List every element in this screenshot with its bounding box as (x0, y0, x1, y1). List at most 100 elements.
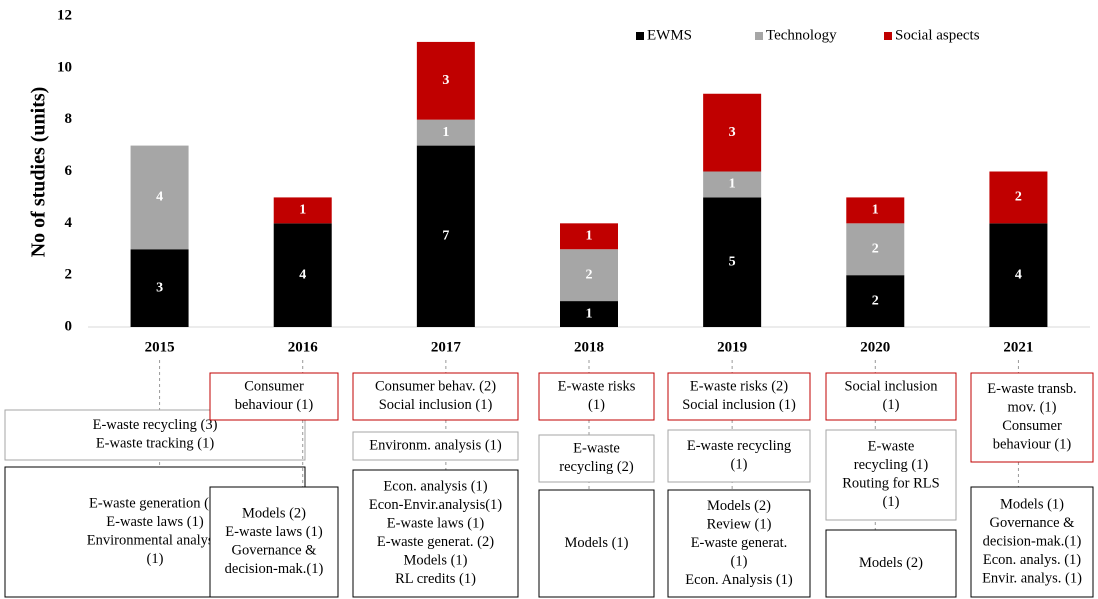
annotation-box (538, 434, 655, 483)
annotation-text: Environm. analysis (1) (369, 437, 502, 453)
annotation-text: decision-mak.(1) (225, 561, 324, 577)
data-label: 3 (729, 125, 736, 140)
annotation-box (352, 372, 519, 421)
annotation-box (352, 469, 519, 598)
annotation-box (538, 372, 655, 421)
data-label: 2 (1015, 190, 1022, 205)
annotation-box (209, 486, 339, 598)
data-label: 1 (872, 203, 879, 218)
annotation-text: Econ. analys. (1) (983, 552, 1081, 568)
annotation-text: Models (1) (564, 535, 628, 551)
annotation-text: (1) (883, 494, 900, 510)
annotation-box (667, 372, 811, 421)
bar-segment (416, 145, 475, 327)
y-tick-label: 8 (65, 111, 73, 127)
legend-swatch (755, 32, 763, 40)
annotation-text: Governance & (990, 515, 1076, 531)
annotation-text: Models (2) (242, 506, 306, 522)
annotation-text: mov. (1) (1008, 400, 1057, 416)
annotation-box (825, 372, 957, 421)
bar-segment (703, 197, 762, 327)
data-label: 1 (299, 203, 306, 218)
annotation-text: E-waste laws (1) (106, 514, 204, 530)
annotation-text: Consumer (1002, 418, 1062, 434)
annotation-text: Consumer behav. (2) (375, 379, 496, 395)
annotation-text: Routing for RLS (842, 476, 939, 492)
data-label: 1 (586, 229, 593, 244)
annotation-text: Econ. analysis (1) (383, 479, 487, 495)
legend-label: EWMS (647, 27, 692, 43)
annotation-box (209, 372, 339, 421)
data-label: 1 (586, 306, 593, 321)
y-tick-label: 4 (65, 215, 73, 231)
bar-segment (273, 223, 332, 327)
annotation-text: E-waste generat. (2) (377, 534, 494, 550)
data-label: 1 (729, 177, 736, 192)
annotation-text: E-waste laws (1) (225, 524, 323, 540)
legend-label: Social aspects (895, 27, 980, 43)
bar-segment (989, 171, 1048, 224)
bar-segment (416, 41, 475, 120)
data-label: 4 (156, 190, 163, 205)
bar-segment (560, 249, 618, 302)
annotation-text: (1) (731, 553, 748, 569)
annotation-text: recycling (1) (854, 457, 929, 473)
annotation-text: Models (2) (707, 498, 771, 514)
legend-swatch (636, 32, 644, 40)
annotation-box (667, 489, 811, 598)
annotation-text: E-waste (573, 441, 620, 457)
annotation-text: E-waste generation (1) (89, 496, 221, 512)
annotation-box (970, 372, 1094, 463)
y-tick-label: 0 (65, 318, 73, 334)
legend-swatch (884, 32, 892, 40)
bar-segment (130, 249, 189, 327)
bar-segment (560, 301, 618, 327)
data-label: 4 (299, 267, 306, 282)
annotation-text: E-waste risks (2) (690, 379, 788, 395)
bar-segment (846, 275, 905, 327)
annotation-text: Social inclusion (1) (379, 397, 493, 413)
annotation-text: Review (1) (707, 516, 772, 532)
annotation-box (352, 431, 519, 461)
data-label: 7 (442, 229, 449, 244)
annotation-text: Social inclusion (1) (682, 397, 796, 413)
annotation-text: Models (1) (403, 553, 467, 569)
bar-segment (273, 197, 332, 224)
annotation-text: recycling (2) (559, 459, 634, 475)
annotation-text: E-waste recycling (687, 438, 791, 454)
annotation-text: Consumer (244, 379, 304, 395)
x-tick-label: 2021 (1003, 339, 1033, 355)
bar-segment (560, 223, 618, 250)
annotation-text: (1) (883, 397, 900, 413)
data-label: 2 (872, 241, 879, 256)
bar-segment (989, 223, 1048, 327)
x-tick-label: 2017 (431, 339, 462, 355)
y-tick-label: 12 (57, 7, 72, 23)
x-tick-label: 2019 (717, 339, 747, 355)
annotation-text: Econ. Analysis (1) (685, 572, 793, 588)
annotation-text: Envir. analys. (1) (982, 570, 1082, 586)
annotation-text: behaviour (1) (993, 437, 1072, 453)
x-tick-label: 2020 (860, 339, 890, 355)
bar-segment (846, 197, 905, 224)
bar-segment (416, 119, 475, 146)
annotation-text: Models (2) (859, 555, 923, 571)
annotation-text: E-waste recycling (3) (93, 417, 218, 433)
annotation-box (667, 429, 811, 483)
x-tick-label: 2016 (288, 339, 319, 355)
data-label: 5 (729, 254, 736, 269)
data-label: 2 (586, 267, 593, 282)
annotation-text: behaviour (1) (235, 397, 314, 413)
annotation-text: (1) (588, 397, 605, 413)
annotation-text: Models (1) (1000, 496, 1064, 512)
legend-label: Technology (766, 27, 837, 43)
annotation-text: E-waste generat. (691, 535, 788, 551)
bar-segment (703, 93, 762, 172)
x-tick-label: 2018 (574, 339, 604, 355)
annotation-text: E-waste laws (1) (387, 516, 485, 532)
data-label: 3 (156, 280, 163, 295)
data-label: 3 (442, 73, 449, 88)
annotation-text: E-waste (868, 439, 915, 455)
annotation-text: (1) (147, 551, 164, 567)
